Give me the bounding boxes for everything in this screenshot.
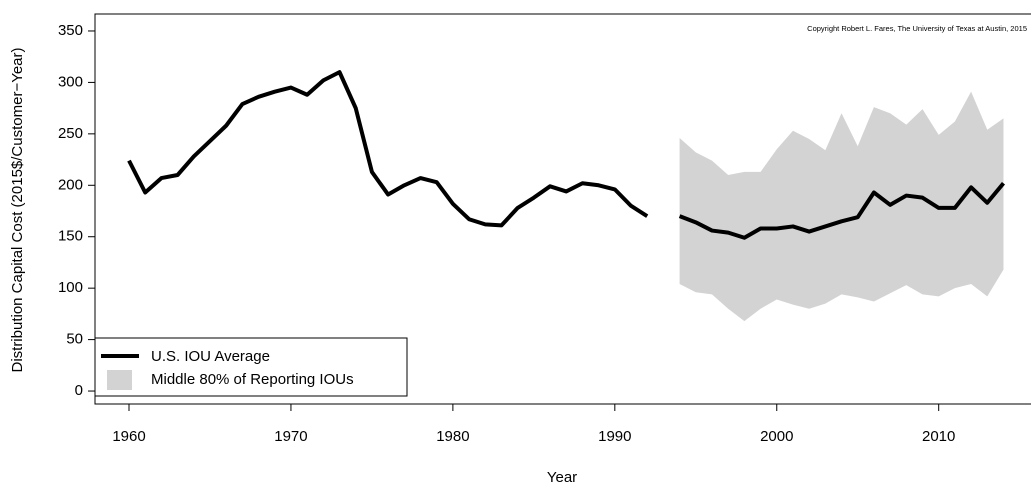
y-tick-label: 150 [58,228,83,245]
legend-label: U.S. IOU Average [151,348,270,365]
x-axis-label: Year [547,469,577,485]
legend-label: Middle 80% of Reporting IOUs [151,371,354,388]
y-tick-label: 0 [75,382,83,399]
y-axis-label: Distribution Capital Cost (2015$/Custome… [9,47,26,372]
x-tick-label: 1990 [598,428,631,445]
band-area [679,91,1004,322]
x-tick-label: 1960 [112,428,145,445]
x-tick-label: 2010 [922,428,955,445]
x-tick-label: 1980 [436,428,469,445]
legend-swatch [107,370,132,390]
y-tick-label: 200 [58,176,83,193]
plot-frame [94,13,1031,405]
y-tick-label: 100 [58,279,83,296]
y-tick-label: 250 [58,125,83,142]
y-tick-label: 300 [58,73,83,90]
line [127,70,1006,240]
y-tick-label: 350 [58,22,83,39]
legend: U.S. IOU Average Middle 80% of Reporting … [94,337,408,397]
x-tick-label: 1970 [274,428,307,445]
x-tick-label: 2000 [760,428,793,445]
copyright: Copyright Robert L. Fares, The Universit… [807,24,1027,33]
y-tick-label: 50 [66,331,83,348]
legend-box [94,337,408,397]
